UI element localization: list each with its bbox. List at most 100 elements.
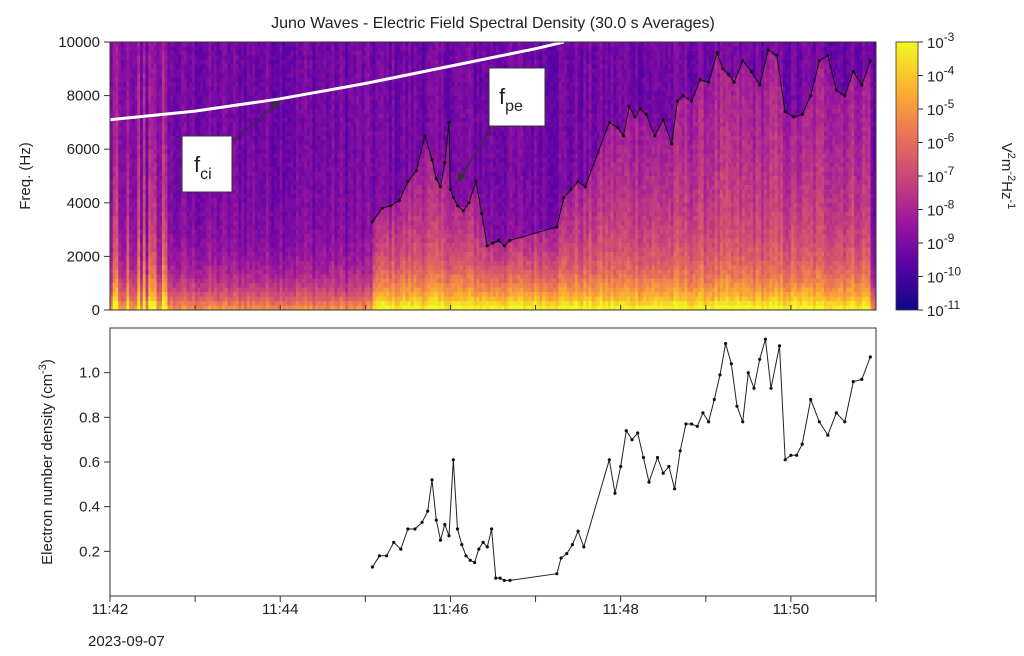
spectrogram-cell: [129, 149, 133, 155]
spectrogram-cell: [317, 144, 322, 150]
spectrogram-cell: [252, 122, 256, 128]
spectrogram-cell: [279, 91, 283, 96]
spectrogram-cell: [260, 243, 264, 248]
spectrogram-cell: [137, 149, 141, 155]
spectrogram-cell: [323, 184, 327, 190]
spectrogram-cell: [175, 162, 179, 168]
spectrogram-cell: [200, 220, 204, 226]
spectrogram-cell: [235, 274, 239, 280]
spectrogram-cell: [118, 305, 122, 310]
spectrogram-cell: [271, 251, 275, 257]
spectrogram-cell: [276, 126, 281, 132]
spectrogram-cell: [137, 59, 141, 65]
spectrogram-cell: [301, 100, 305, 105]
spectrogram-cell: [293, 243, 297, 248]
spectrogram-cell: [200, 100, 204, 105]
spectrogram-cell: [216, 193, 220, 199]
spectrogram-cell: [200, 104, 204, 110]
spectrogram-cell: [167, 305, 171, 310]
spectrogram-cell: [142, 131, 146, 137]
spectrogram-cell: [126, 113, 130, 119]
spectrogram-cell: [298, 140, 302, 146]
spectrogram-cell: [238, 55, 242, 61]
spectrogram-cell: [208, 220, 212, 226]
spectrogram-cell: [268, 260, 272, 266]
spectrogram-cell: [159, 176, 163, 181]
spectrogram-cell: [323, 283, 327, 289]
spectrogram-cell: [172, 287, 177, 293]
spectrogram-cell: [233, 144, 237, 150]
spectrogram-cell: [298, 42, 302, 47]
spectrogram-cell: [112, 278, 116, 284]
spectrogram-cell: [323, 211, 327, 217]
spectrogram-cell: [279, 86, 283, 92]
spectrogram-cell: [189, 283, 193, 289]
spectrogram-cell: [265, 131, 270, 137]
spectrogram-cell: [164, 104, 168, 110]
spectrogram-cell: [287, 184, 291, 190]
spectrogram-cell: [189, 301, 193, 306]
spectrogram-cell: [123, 42, 127, 47]
spectrogram-cell: [183, 305, 187, 310]
spectrogram-cell: [293, 292, 297, 297]
spectrogram-cell: [230, 260, 234, 266]
spectrogram-cell: [312, 176, 316, 181]
spectrogram-cell: [161, 122, 166, 128]
spectrogram-cell: [304, 50, 308, 56]
spectrogram-cell: [263, 162, 267, 168]
spectrogram-cell: [235, 42, 239, 47]
spectrogram-cell: [252, 95, 256, 101]
spectrogram-cell: [126, 144, 130, 150]
spectrogram-cell: [170, 82, 174, 88]
spectrogram-cell: [301, 305, 305, 310]
spectrogram-cell: [129, 283, 133, 289]
spectrogram-cell: [298, 91, 302, 96]
spectrogram-cell: [263, 189, 267, 195]
spectrogram-cell: [285, 229, 289, 235]
spectrogram-cell: [159, 42, 163, 47]
spectrogram-cell: [249, 126, 253, 132]
spectrogram-cell: [317, 225, 322, 230]
spectrogram-cell: [189, 287, 193, 293]
spectrogram-cell: [211, 211, 215, 217]
spectrogram-cell: [304, 176, 308, 181]
spectrogram-cell: [233, 305, 237, 310]
spectrogram-cell: [205, 198, 209, 204]
spectrogram-cell: [197, 211, 201, 217]
spectrogram-cell: [192, 46, 196, 52]
spectrogram-cell: [230, 234, 234, 239]
spectrogram-cell: [134, 162, 138, 168]
spectrogram-cell: [145, 301, 149, 306]
spectrogram-cell: [265, 229, 270, 235]
spectrogram-cell: [326, 292, 330, 297]
spectrogram-cell: [164, 55, 168, 61]
spectrogram-cell: [276, 59, 281, 65]
spectrogram-cell: [317, 260, 322, 266]
spectrogram-cell: [252, 158, 256, 163]
spectrogram-cell: [183, 122, 187, 128]
spectrogram-cell: [274, 82, 278, 88]
spectrogram-cell: [216, 55, 220, 61]
spectrogram-cell: [287, 292, 291, 297]
spectrogram-cell: [252, 176, 256, 181]
spectrogram-cell: [145, 260, 149, 266]
spectrogram-cell: [164, 243, 168, 248]
spectrogram-cell: [186, 64, 190, 70]
spectrogram-cell: [224, 91, 229, 96]
spectrogram-cell: [156, 135, 160, 141]
spectrogram-cell: [175, 189, 179, 195]
spectrogram-cell: [137, 247, 141, 253]
spectrogram-cell: [131, 292, 136, 297]
spectrogram-cell: [118, 184, 122, 190]
spectrogram-cell: [140, 109, 144, 114]
spectrogram-cell: [320, 100, 324, 105]
spectrogram-cell: [312, 216, 316, 222]
spectrogram-cell: [334, 104, 338, 110]
spectrogram-cell: [134, 73, 138, 79]
spectrogram-cell: [249, 82, 253, 88]
spectrogram-cell: [312, 153, 316, 159]
spectrogram-cell: [323, 64, 327, 70]
spectrogram-cell: [129, 184, 133, 190]
spectrogram-cell: [326, 95, 330, 101]
spectrogram-cell: [334, 184, 338, 190]
